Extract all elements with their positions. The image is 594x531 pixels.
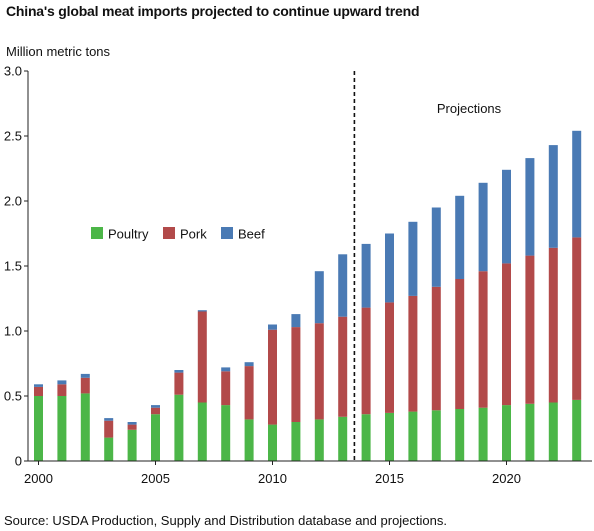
bar-pork-2014 (361, 307, 371, 415)
y-tick-label: 3.0 (4, 64, 22, 79)
axes-layer (24, 70, 592, 465)
y-tick-label: 1.5 (4, 259, 22, 274)
bar-beef-2005 (151, 405, 160, 408)
x-tick-label: 2000 (24, 471, 53, 486)
bar-poultry-2007 (197, 402, 207, 461)
bar-poultry-2019 (478, 407, 488, 461)
bar-poultry-2008 (221, 405, 231, 461)
bar-poultry-2015 (385, 412, 394, 461)
bar-beef-2006 (174, 370, 184, 373)
bar-pork-2003 (104, 420, 114, 438)
bar-pork-2015 (385, 302, 394, 413)
y-tick-label: 2.0 (4, 194, 22, 209)
bar-beef-2018 (455, 195, 465, 279)
bar-beef-2003 (104, 418, 114, 421)
bar-beef-2016 (408, 221, 418, 296)
bar-poultry-2004 (127, 429, 137, 461)
bar-poultry-2009 (244, 419, 254, 461)
bar-poultry-2012 (314, 419, 324, 461)
bar-pork-2011 (291, 327, 301, 422)
bar-poultry-2000 (34, 396, 43, 461)
x-tick-label: 2015 (375, 471, 404, 486)
projections-annotation: Projections (437, 101, 502, 116)
bar-beef-2020 (502, 169, 511, 264)
bar-beef-2014 (361, 243, 371, 308)
bar-poultry-2014 (361, 414, 371, 461)
y-axis-label: Million metric tons (6, 44, 111, 59)
bar-beef-2001 (57, 380, 67, 385)
bar-beef-2011 (291, 314, 301, 328)
y-tick-label: 0.5 (4, 389, 22, 404)
bar-poultry-2005 (151, 414, 160, 461)
bar-poultry-2013 (338, 416, 348, 461)
legend-label-pork: Pork (180, 227, 207, 242)
bar-pork-2017 (431, 286, 441, 411)
bar-poultry-2006 (174, 394, 184, 461)
bar-beef-2008 (221, 367, 231, 372)
bar-beef-2012 (314, 271, 324, 324)
bar-pork-2006 (174, 372, 184, 395)
bar-pork-2010 (268, 329, 277, 425)
x-tick-label: 2010 (258, 471, 287, 486)
bars-layer (34, 130, 582, 461)
y-tick-label: 1.0 (4, 324, 22, 339)
legend-label-beef: Beef (238, 227, 265, 242)
legend-label-poultry: Poultry (108, 227, 149, 242)
bar-beef-2019 (478, 182, 488, 272)
bar-pork-2000 (34, 386, 43, 396)
bar-pork-2012 (314, 323, 324, 420)
legend-swatch-beef (221, 227, 233, 239)
bar-beef-2002 (80, 373, 90, 378)
bar-beef-2017 (431, 207, 441, 287)
bar-beef-2000 (34, 384, 43, 387)
bar-poultry-2020 (502, 405, 511, 461)
y-tick-label: 2.5 (4, 129, 22, 144)
bar-pork-2023 (572, 237, 582, 400)
bar-poultry-2023 (572, 399, 582, 461)
bar-pork-2021 (525, 255, 535, 404)
bar-pork-2007 (197, 311, 207, 403)
bar-pork-2005 (151, 407, 160, 415)
bar-poultry-2022 (548, 402, 558, 461)
bar-beef-2007 (197, 310, 207, 312)
bar-pork-2001 (57, 384, 67, 396)
legend-swatch-pork (163, 227, 175, 239)
bar-poultry-2021 (525, 403, 535, 461)
bar-beef-2009 (244, 362, 254, 367)
bar-poultry-2017 (431, 410, 441, 461)
bar-pork-2002 (80, 377, 90, 394)
bar-pork-2019 (478, 271, 488, 408)
bar-beef-2022 (548, 145, 558, 248)
chart-title: China's global meat imports projected to… (6, 3, 420, 19)
bar-beef-2013 (338, 254, 348, 317)
bar-beef-2021 (525, 158, 535, 256)
bar-poultry-2018 (455, 409, 465, 461)
bar-beef-2015 (385, 233, 394, 303)
bar-poultry-2011 (291, 422, 301, 461)
bar-poultry-2003 (104, 437, 114, 461)
bar-pork-2013 (338, 316, 348, 417)
bar-poultry-2002 (80, 393, 90, 461)
x-tick-label: 2005 (141, 471, 170, 486)
labels-layer: 0 0.5 1.0 1.5 2.0 2.5 3.0 2000 2005 2010 2015 2020 P… (4, 64, 521, 487)
source-note: Source: USDA Production, Supply and Dist… (4, 513, 447, 528)
bar-pork-2009 (244, 366, 254, 420)
bar-beef-2004 (127, 422, 137, 425)
bar-beef-2010 (268, 324, 277, 330)
bar-beef-2023 (572, 130, 582, 238)
bar-pork-2020 (502, 263, 511, 406)
bar-pork-2016 (408, 295, 418, 412)
bar-pork-2018 (455, 279, 465, 409)
bar-pork-2022 (548, 247, 558, 403)
y-tick-label: 0 (15, 454, 22, 469)
bar-pork-2004 (127, 424, 137, 430)
bar-poultry-2016 (408, 411, 418, 461)
bar-poultry-2001 (57, 396, 67, 461)
x-tick-label: 2020 (492, 471, 521, 486)
legend-swatch-poultry (91, 227, 103, 239)
bar-poultry-2010 (268, 424, 277, 461)
bar-pork-2008 (221, 371, 231, 406)
